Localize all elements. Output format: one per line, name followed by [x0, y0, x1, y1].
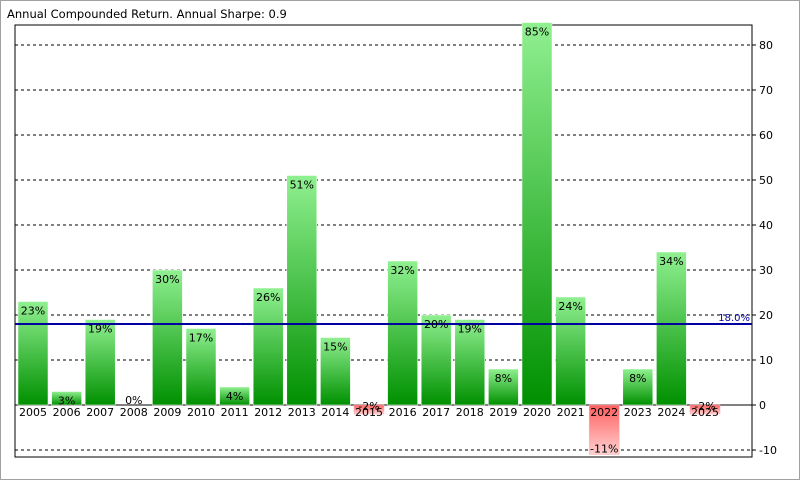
- bar: [17, 301, 49, 406]
- bar: [689, 404, 721, 415]
- data-label: 20%: [424, 318, 448, 331]
- x-tick-label: 2022: [590, 406, 618, 419]
- x-tick-label: 2016: [389, 406, 417, 419]
- data-label: 23%: [21, 305, 45, 318]
- x-tick-label: 2012: [254, 406, 282, 419]
- x-tick-label: 2019: [489, 406, 517, 419]
- chart-title: Annual Compounded Return. Annual Sharpe:…: [7, 7, 287, 21]
- y-tick-label: -10: [759, 444, 777, 457]
- bar: [252, 287, 284, 406]
- x-tick-label: 2023: [624, 406, 652, 419]
- reference-line-group: 18.0%: [15, 313, 752, 325]
- y-tick-label: 0: [759, 399, 766, 412]
- x-tick-label: 2005: [19, 406, 47, 419]
- bar: [588, 404, 620, 455]
- data-label: 8%: [629, 372, 646, 385]
- x-tick-label: 2010: [187, 406, 215, 419]
- bars: [17, 22, 721, 455]
- bar: [454, 319, 486, 406]
- y-tick-label: 50: [759, 174, 773, 187]
- x-tick-label: 2021: [557, 406, 585, 419]
- bar: [488, 368, 519, 406]
- bar: [286, 175, 318, 406]
- x-tick-label: 2009: [153, 406, 181, 419]
- x-tick-label: 2015: [355, 406, 383, 419]
- bar: [521, 22, 553, 406]
- x-tick-label: 2024: [657, 406, 685, 419]
- gridlines: [15, 44, 756, 451]
- data-label: 32%: [390, 264, 414, 277]
- bar: [387, 260, 418, 406]
- x-tick-label: 2017: [422, 406, 450, 419]
- data-label: 3%: [58, 395, 75, 408]
- data-label: 4%: [226, 390, 243, 403]
- data-label: 51%: [290, 179, 314, 192]
- bar: [656, 251, 687, 406]
- bar: [219, 386, 250, 406]
- y-tick-label: 70: [759, 84, 773, 97]
- x-tick-label: 2007: [86, 406, 114, 419]
- x-axis-labels: 2005 2006 2007 2008 2009 2010 2011 2012 2013 2014…: [19, 406, 719, 419]
- data-label: 34%: [659, 255, 683, 268]
- data-label: 15%: [323, 341, 347, 354]
- y-tick-label: 10: [759, 354, 773, 367]
- x-tick-label: 2008: [120, 406, 148, 419]
- data-label: 85%: [525, 26, 549, 39]
- data-label: -2%: [358, 400, 379, 413]
- data-label: -2%: [694, 400, 715, 413]
- x-tick-label: 2011: [221, 406, 249, 419]
- y-tick-label: 80: [759, 39, 773, 52]
- y-tick-label: 60: [759, 129, 773, 142]
- data-label: 17%: [189, 332, 213, 345]
- bar: [353, 404, 385, 415]
- plot-area: [14, 24, 753, 458]
- data-label: 24%: [558, 300, 582, 313]
- x-tick-label: 2013: [288, 406, 316, 419]
- y-axis-labels: -10 0 10 20 30 40 50 60 70 80: [759, 39, 777, 457]
- data-label: -11%: [590, 443, 618, 456]
- y-tick-label: 20: [759, 309, 773, 322]
- bar: [185, 328, 217, 406]
- y-tick-label: 40: [759, 219, 773, 232]
- data-label: 26%: [256, 291, 280, 304]
- bar: [84, 319, 116, 406]
- bar: [320, 337, 351, 406]
- x-tick-label: 2006: [53, 406, 81, 419]
- data-label: 0%: [125, 394, 142, 407]
- data-label: 19%: [88, 323, 112, 336]
- bar: [420, 314, 452, 406]
- bar: [622, 368, 654, 406]
- x-tick-label: 2020: [523, 406, 551, 419]
- data-label: 19%: [458, 323, 482, 336]
- x-tick-label: 2018: [456, 406, 484, 419]
- x-tick-label: 2025: [691, 406, 719, 419]
- bar: [555, 296, 586, 406]
- bar: [51, 391, 82, 406]
- data-labels: 23% 3% 19% 0% 30% 17% 4% 26% 51% 15% -2% 32% 20% 19% 8…: [21, 26, 716, 456]
- y-tick-label: 30: [759, 264, 773, 277]
- bar: [152, 269, 183, 406]
- x-tick-label: 2014: [321, 406, 349, 419]
- reference-line-label: 18.0%: [718, 313, 750, 324]
- data-label: 8%: [495, 372, 512, 385]
- data-label: 30%: [155, 273, 179, 286]
